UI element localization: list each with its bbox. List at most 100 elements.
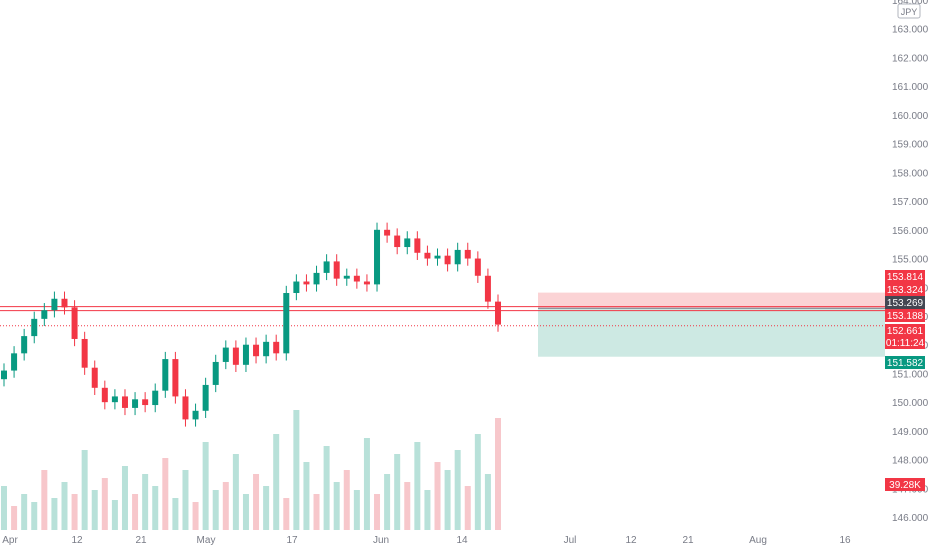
candle-body (142, 399, 149, 406)
volume-bar (283, 498, 290, 530)
volume-bar (41, 470, 48, 530)
candle-body (414, 238, 421, 253)
candle-body (11, 353, 18, 371)
candle-body (182, 396, 189, 420)
price-tick-label: 149.000 (892, 427, 929, 438)
volume-bar (192, 502, 199, 530)
candle-body (434, 255, 441, 259)
price-axis-label: 153.269 (885, 296, 925, 309)
position-zones[interactable] (538, 292, 885, 357)
volume-bars (1, 410, 501, 530)
volume-bar (333, 482, 340, 530)
price-lines (0, 306, 885, 327)
candle-body (152, 390, 159, 406)
candles (1, 222, 501, 427)
candle-body (222, 347, 229, 362)
volume-bar (353, 490, 360, 530)
price-tick-label: 160.000 (892, 111, 929, 122)
price-axis-label-box (885, 283, 925, 296)
candle-body (202, 384, 209, 411)
volume-bar (474, 434, 481, 530)
volume-bar (454, 450, 461, 530)
candle-body (464, 249, 471, 259)
volume-bar (162, 458, 169, 530)
time-tick-label: 17 (286, 535, 298, 546)
candle-body (212, 361, 219, 385)
currency-badge-box[interactable] (897, 3, 921, 19)
time-tick-label: 16 (839, 535, 851, 546)
volume-bar (11, 506, 18, 530)
candle-body (31, 318, 38, 337)
candle-body (343, 275, 350, 279)
volume-bar (444, 470, 451, 530)
volume-bar (303, 462, 310, 530)
volume-bar (81, 450, 88, 530)
price-axis-label-text: 01:11:24 (886, 338, 925, 349)
price-axis[interactable]: 164.000163.000162.000161.000160.000159.0… (892, 0, 929, 524)
volume-bar (424, 490, 431, 530)
price-tick-label: 151.000 (892, 369, 929, 380)
volume-bar (101, 478, 108, 530)
candle-body (132, 399, 139, 408)
volume-bar (394, 454, 401, 530)
price-axis-label-text: 153.188 (887, 311, 924, 322)
volume-bar (313, 494, 320, 530)
price-axis-label-text: 153.269 (887, 298, 924, 309)
price-tick-label: 150.000 (892, 398, 929, 409)
price-axis-label-box (885, 309, 925, 322)
volume-bar (323, 446, 330, 530)
take-profit-zone[interactable] (538, 308, 885, 357)
candle-body (51, 298, 58, 311)
volume-bar (374, 494, 381, 530)
currency-badge[interactable]: JPY (897, 3, 921, 19)
candle-body (303, 281, 310, 285)
volume-bar (434, 462, 441, 530)
price-axis-label-box (885, 324, 925, 337)
candle-body (333, 261, 340, 279)
candle-body (273, 341, 280, 354)
price-axis-label-box (885, 336, 925, 349)
volume-bar (253, 474, 260, 530)
candle-body (263, 341, 270, 357)
candle-body (474, 258, 481, 276)
candle-body (394, 235, 401, 248)
candle-body (192, 410, 199, 420)
price-axis-label-box (885, 270, 925, 283)
volume-bar (384, 474, 391, 530)
price-labels: 153.814 153.324 153.269 153.188 152.66101:11… (885, 270, 925, 491)
currency-badge-text: JPY (901, 7, 918, 17)
price-tick-label: 158.000 (892, 168, 929, 179)
candle-body (101, 387, 108, 403)
price-axis-label-box (885, 356, 925, 369)
volume-bar (152, 486, 159, 530)
volume-bar (142, 474, 149, 530)
candle-body (363, 281, 370, 285)
volume-bar (273, 434, 280, 530)
candle-body (1, 370, 7, 380)
volume-bar (172, 498, 179, 530)
volume-bar (71, 494, 78, 530)
candle-body (283, 293, 290, 354)
volume-bar (61, 482, 68, 530)
candle-body (61, 298, 68, 308)
candle-body (41, 310, 48, 319)
price-axis-label-text: 152.661 (887, 326, 924, 337)
candle-body (121, 396, 128, 408)
stop-loss-zone[interactable] (538, 292, 885, 309)
volume-bar (91, 490, 98, 530)
candle-body (313, 272, 320, 285)
time-axis[interactable]: Apr 12 21 May 17 Jun 14 Jul 12 21 Aug 16 (2, 535, 851, 546)
volume-bar (21, 494, 28, 530)
candle-body (424, 252, 431, 259)
volume-bar (232, 454, 239, 530)
price-tick-label: 148.000 (892, 456, 929, 467)
price-tick-label: 155.000 (892, 255, 929, 266)
candle-body (404, 238, 411, 248)
time-tick-label: 12 (71, 535, 83, 546)
candle-body (232, 347, 239, 365)
price-axis-label-text: 153.324 (887, 285, 924, 296)
candle-body (111, 396, 118, 403)
price-axis-label-box (885, 296, 925, 309)
